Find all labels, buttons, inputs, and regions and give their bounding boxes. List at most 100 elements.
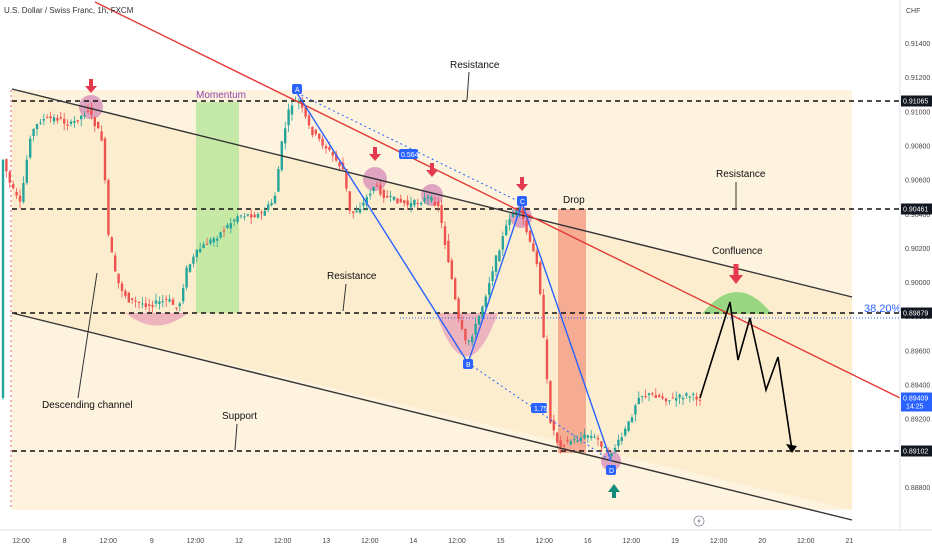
candle-body	[314, 129, 317, 134]
candle-body	[566, 440, 569, 442]
candle-body	[18, 195, 22, 202]
candle-body	[464, 328, 467, 341]
time-tick-label: 15	[497, 538, 505, 545]
candle-body	[117, 273, 120, 284]
pointer-resistance-top	[466, 71, 470, 101]
candle-body	[600, 441, 603, 447]
candle-body	[124, 290, 127, 297]
time-axis[interactable]: 12:00 8 12:00 9 12:00 12 12:00 13 12:00 14 12:00 15…	[0, 529, 932, 545]
trendline-red	[94, 1, 901, 399]
channel-lines	[11, 1, 901, 521]
candle-body	[532, 243, 535, 252]
time-tick-label: 12:00	[274, 538, 292, 545]
pointer-channel	[77, 272, 98, 399]
candle-body	[158, 301, 161, 304]
price-tick-label: 0.89200	[905, 417, 930, 424]
candle-body	[692, 393, 695, 395]
candle-body	[430, 197, 433, 201]
candle-body	[348, 191, 351, 211]
badge-ratio-2: 1.75	[534, 406, 548, 413]
price-tick-label: 0.91400	[905, 41, 930, 48]
channel-lower-line	[11, 312, 853, 521]
candle-body	[1, 159, 5, 398]
candle-body	[661, 396, 664, 399]
candle-body	[586, 435, 589, 438]
candle-body	[110, 237, 113, 253]
candle-body	[494, 255, 498, 272]
candle-body	[617, 439, 620, 446]
badge-b: B	[466, 362, 471, 369]
candle-body	[508, 219, 511, 226]
candle-body	[396, 198, 399, 204]
ac-dotted	[296, 92, 523, 204]
candle-body	[216, 238, 219, 241]
candle-body	[698, 399, 702, 401]
candle-body	[620, 437, 623, 442]
candle-body	[185, 267, 188, 288]
annotation-labels: Resistance Resistance Resistance Support…	[42, 60, 902, 422]
time-tick-label: 12:00	[448, 538, 466, 545]
price-axis[interactable]: CHF 0.914000.912000.910000.908000.906000…	[899, 0, 932, 530]
candle-body	[66, 124, 69, 126]
candle-body	[52, 117, 56, 122]
candle-body	[413, 199, 416, 206]
time-tick-label: 12:00	[623, 538, 641, 545]
candle-body	[12, 184, 15, 189]
time-tick-label: 12:00	[535, 538, 553, 545]
price-marker-bg	[901, 307, 932, 319]
candle-body	[491, 271, 494, 282]
time-tick-label: 12:00	[99, 538, 117, 545]
candle-body	[681, 397, 685, 400]
channel-upper-line	[11, 88, 853, 298]
bottom-curve-2	[436, 313, 498, 357]
candle-body	[423, 198, 426, 202]
bottom-curve-1	[126, 313, 188, 326]
top-circle-3	[421, 184, 443, 206]
candle-body	[154, 300, 158, 304]
candle-body	[8, 171, 11, 183]
candle-body	[671, 397, 674, 399]
candle-body	[199, 248, 202, 253]
candle-body	[624, 428, 627, 436]
red-arrow-1	[85, 79, 97, 93]
candle-body	[460, 319, 464, 330]
candle-body	[559, 440, 562, 447]
candle-body	[321, 138, 324, 146]
lightning-icon[interactable]	[693, 515, 705, 527]
candle-body	[42, 118, 45, 121]
candle-body	[114, 255, 117, 272]
candle-body	[120, 283, 124, 291]
candle-body	[192, 256, 195, 264]
time-tick-label: 16	[584, 538, 592, 545]
candle-body	[389, 195, 392, 197]
candle-body	[501, 236, 504, 250]
candle-body	[5, 159, 8, 172]
candle-body	[63, 118, 66, 124]
candle-body	[392, 196, 396, 200]
price-marker-label: 0.89102	[903, 449, 928, 456]
candle-body	[182, 287, 185, 302]
candle-body	[630, 417, 634, 423]
candle-body	[420, 202, 423, 205]
candle-body	[195, 249, 198, 258]
candle-body	[576, 440, 579, 442]
candle-body	[525, 220, 528, 233]
candle-body	[209, 239, 212, 244]
candle-body	[171, 299, 175, 305]
candle-body	[212, 238, 215, 243]
candle-body	[573, 438, 576, 440]
candle-body	[369, 193, 372, 196]
candle-body	[267, 204, 270, 210]
badge-d-bg	[606, 465, 616, 475]
pointer-resistance-mid	[342, 283, 347, 312]
candle-body	[549, 381, 552, 423]
candle-body	[488, 283, 491, 295]
candle-body	[331, 152, 334, 156]
badge-a: A	[295, 87, 300, 94]
candle-body	[498, 250, 501, 262]
label-support: Support	[222, 411, 257, 422]
candle-body	[76, 120, 79, 122]
candle-body	[457, 298, 460, 319]
